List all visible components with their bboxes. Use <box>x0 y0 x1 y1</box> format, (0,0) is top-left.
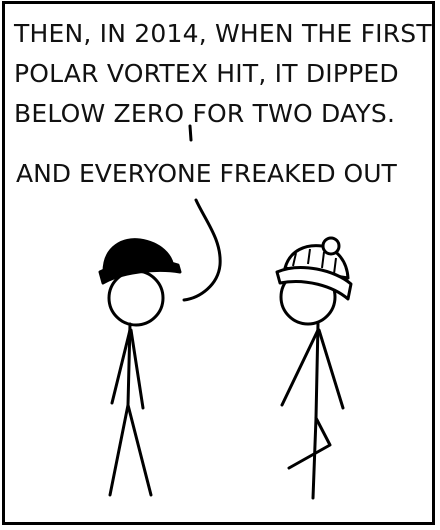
left-head <box>107 269 165 327</box>
panel-border <box>2 1 435 525</box>
speech-tick-top <box>188 124 193 142</box>
right-torso <box>314 321 320 420</box>
left-leg-left <box>108 403 130 497</box>
left-figure <box>107 269 165 497</box>
right-bobble-hat <box>275 236 353 301</box>
right-figure <box>279 268 345 500</box>
right-leg-right <box>287 416 332 470</box>
caption-line-2: POLAR VORTEX HIT, IT DIPPED <box>14 59 399 88</box>
speech-tail <box>182 198 222 302</box>
caption-text: THEN, IN 2014, WHEN THE FIRST POLAR VORT… <box>14 14 432 134</box>
caption-line-1: THEN, IN 2014, WHEN THE FIRST <box>14 19 432 48</box>
right-leg-left <box>311 416 318 500</box>
right-arm-right <box>317 328 345 410</box>
hat-pompom <box>321 236 341 256</box>
left-arm-left <box>110 328 132 405</box>
caption-line-3: BELOW ZERO FOR TWO DAYS. <box>14 99 396 128</box>
left-arm-right <box>129 328 145 410</box>
speech-text: AND EVERYONE FREAKED OUT <box>16 159 397 188</box>
right-arm-left <box>280 328 320 407</box>
left-leg-right <box>126 403 153 497</box>
left-beanie <box>98 238 182 285</box>
